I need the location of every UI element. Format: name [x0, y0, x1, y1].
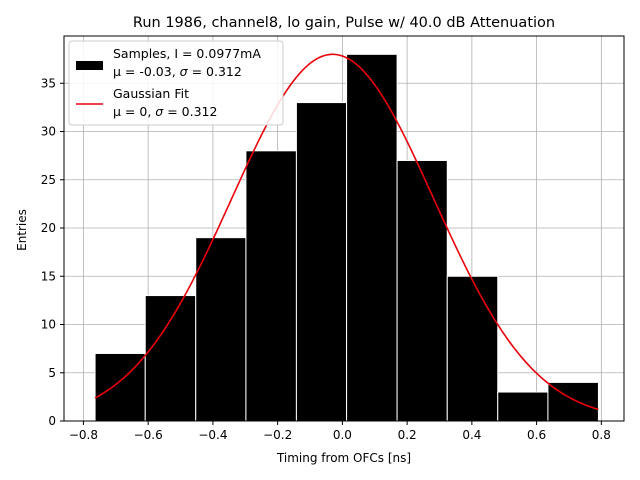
histogram-bar: [245, 150, 297, 422]
x-tick-label: 0.8: [592, 428, 611, 442]
x-tick-label: 0.4: [462, 428, 481, 442]
y-tick-label: 15: [41, 269, 56, 283]
histogram-bar: [144, 295, 197, 422]
legend-fit-label: Gaussian Fit: [113, 86, 189, 101]
x-tick-label: −0.8: [69, 428, 98, 442]
y-tick-label: 0: [48, 414, 56, 428]
histogram-bar: [497, 391, 549, 422]
gaussian-fit-line: [94, 53, 599, 411]
y-tick-label: 30: [41, 125, 56, 139]
histogram-bar: [446, 275, 499, 422]
legend-histogram-label: Samples, I = 0.0977mA: [113, 46, 261, 61]
y-tick-label: 20: [41, 221, 56, 235]
y-tick-label: 35: [41, 76, 56, 90]
y-tick-label: 25: [41, 173, 56, 187]
y-tick-label: 5: [48, 366, 56, 380]
chart-title: Run 1986, channel8, lo gain, Pulse w/ 40…: [133, 15, 555, 31]
legend-histogram-swatch: [76, 61, 103, 70]
plot-area: −0.8 −0.6 −0.4 −0.2 0.0 0.2 0.4 0.6 0.8 0 5 10 15 20 2…: [41, 35, 625, 442]
histogram-bar: [94, 352, 146, 422]
legend-histogram-stats: μ = -0.03, σ = 0.312: [113, 64, 242, 79]
histogram-bar: [295, 102, 348, 422]
legend-box: [68, 40, 284, 126]
histogram-bar: [195, 237, 247, 422]
x-tick-label: 0.0: [333, 428, 352, 442]
legend: Samples, I = 0.0977mA μ = -0.03, σ = 0.31…: [68, 40, 284, 126]
x-tick-label: −0.4: [198, 428, 227, 442]
x-tick-label: −0.2: [263, 428, 292, 442]
x-tick-label: 0.6: [527, 428, 546, 442]
legend-fit-stats: μ = 0, σ = 0.312: [113, 104, 217, 119]
histogram-bar: [346, 53, 398, 422]
x-tick-label: −0.6: [134, 428, 163, 442]
x-axis-label: Timing from OFCs [ns]: [276, 451, 411, 465]
histogram-bar: [396, 159, 448, 422]
y-axis-label: Entries: [15, 209, 29, 251]
y-tick-label: 10: [41, 318, 56, 332]
x-tick-label: 0.2: [398, 428, 417, 442]
